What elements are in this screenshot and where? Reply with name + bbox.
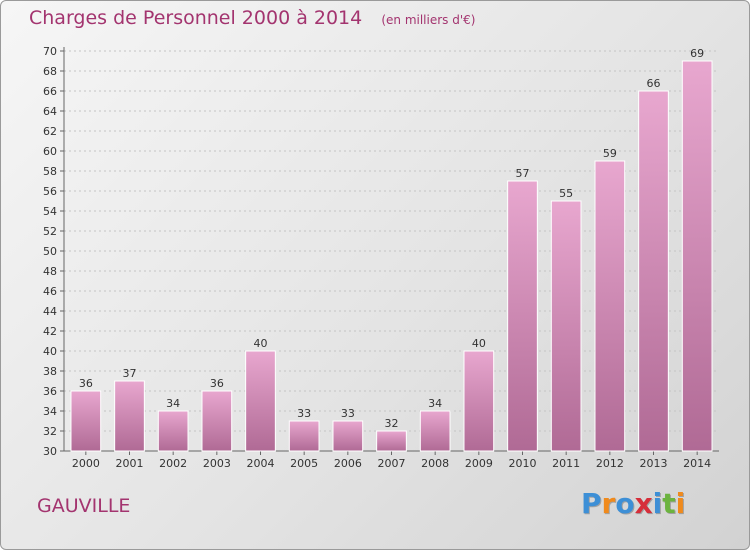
value-label: 36	[210, 377, 224, 390]
value-label: 59	[603, 147, 617, 160]
chart-title: Charges de Personnel 2000 à 2014	[29, 7, 363, 29]
y-tick-label: 46	[43, 285, 57, 298]
x-tick-label: 2008	[421, 457, 449, 470]
commune-name: GAUVILLE	[37, 495, 131, 517]
logo-letter: o	[615, 487, 635, 520]
value-label: 40	[254, 337, 268, 350]
logo-letter: r	[601, 487, 616, 520]
x-tick-label: 2005	[290, 457, 318, 470]
y-tick-label: 32	[43, 425, 57, 438]
value-label: 66	[647, 77, 661, 90]
y-tick-label: 58	[43, 165, 57, 178]
value-label: 34	[428, 397, 442, 410]
y-tick-label: 56	[43, 185, 57, 198]
bar-2010	[507, 180, 538, 452]
y-tick-label: 52	[43, 225, 57, 238]
value-label: 40	[472, 337, 486, 350]
logo-letter: x	[634, 487, 653, 520]
bar-2013	[638, 90, 669, 452]
bar-2009	[463, 350, 495, 452]
value-label: 69	[690, 47, 704, 60]
bar-2014	[681, 60, 713, 452]
x-tick-label: 2002	[159, 457, 187, 470]
y-tick-label: 44	[43, 305, 57, 318]
x-tick-label: 2003	[203, 457, 231, 470]
x-tick-label: 2014	[683, 457, 711, 470]
bar-2002	[157, 410, 189, 452]
y-tick-label: 66	[43, 85, 57, 98]
bar-2004	[245, 350, 276, 452]
y-tick-label: 70	[43, 45, 57, 58]
x-tick-label: 2001	[116, 457, 144, 470]
y-tick-label: 38	[43, 365, 57, 378]
y-tick-label: 68	[43, 65, 57, 78]
value-label: 55	[559, 187, 573, 200]
title-row: Charges de Personnel 2000 à 2014 (en mil…	[29, 7, 475, 29]
x-tick-label: 2000	[72, 457, 100, 470]
value-label: 36	[79, 377, 93, 390]
bar-2011	[550, 200, 582, 452]
value-label: 57	[516, 167, 530, 180]
logo-letter: P	[581, 487, 602, 520]
y-tick-label: 62	[43, 125, 57, 138]
proxiti-logo: Proxiti	[581, 487, 685, 520]
chart-subtitle: (en milliers d'€)	[381, 13, 476, 27]
y-tick-label: 48	[43, 265, 57, 278]
bar-2006	[332, 420, 364, 452]
x-tick-label: 2011	[552, 457, 580, 470]
bar-2007	[376, 430, 407, 452]
x-tick-label: 2006	[334, 457, 362, 470]
bar-2001	[114, 380, 145, 452]
y-tick-label: 50	[43, 245, 57, 258]
x-tick-label: 2004	[247, 457, 275, 470]
value-label: 33	[297, 407, 311, 420]
logo-letter: i	[652, 487, 663, 520]
labels: 36 37 34 36 40 33 33 32 34 40 57 55 59 66 69	[79, 47, 704, 430]
y-tick-label: 60	[43, 145, 57, 158]
bar-2008	[419, 410, 451, 452]
bar-2000	[70, 390, 102, 452]
y-tick-label: 34	[43, 405, 57, 418]
x-tick-label: 2012	[596, 457, 624, 470]
y-tick-label: 42	[43, 325, 57, 338]
value-label: 32	[385, 417, 399, 430]
x-tick-label: 2013	[640, 457, 668, 470]
x-tick-label: 2009	[465, 457, 493, 470]
logo-letter: t	[662, 487, 676, 520]
value-label: 37	[123, 367, 137, 380]
bar-2003	[201, 390, 233, 452]
bar-2005	[288, 420, 320, 452]
y-tick-label: 64	[43, 105, 57, 118]
x-tick-label: 2007	[378, 457, 406, 470]
y-tick-label: 54	[43, 205, 57, 218]
y-tick-label: 36	[43, 385, 57, 398]
y-tick-label: 30	[43, 445, 57, 458]
bars	[70, 60, 713, 452]
value-label: 33	[341, 407, 355, 420]
value-label: 34	[166, 397, 180, 410]
bar-2012	[594, 160, 626, 452]
y-tick-label: 40	[43, 345, 57, 358]
x-tick-label: 2010	[509, 457, 537, 470]
logo-letter: i	[675, 487, 686, 520]
